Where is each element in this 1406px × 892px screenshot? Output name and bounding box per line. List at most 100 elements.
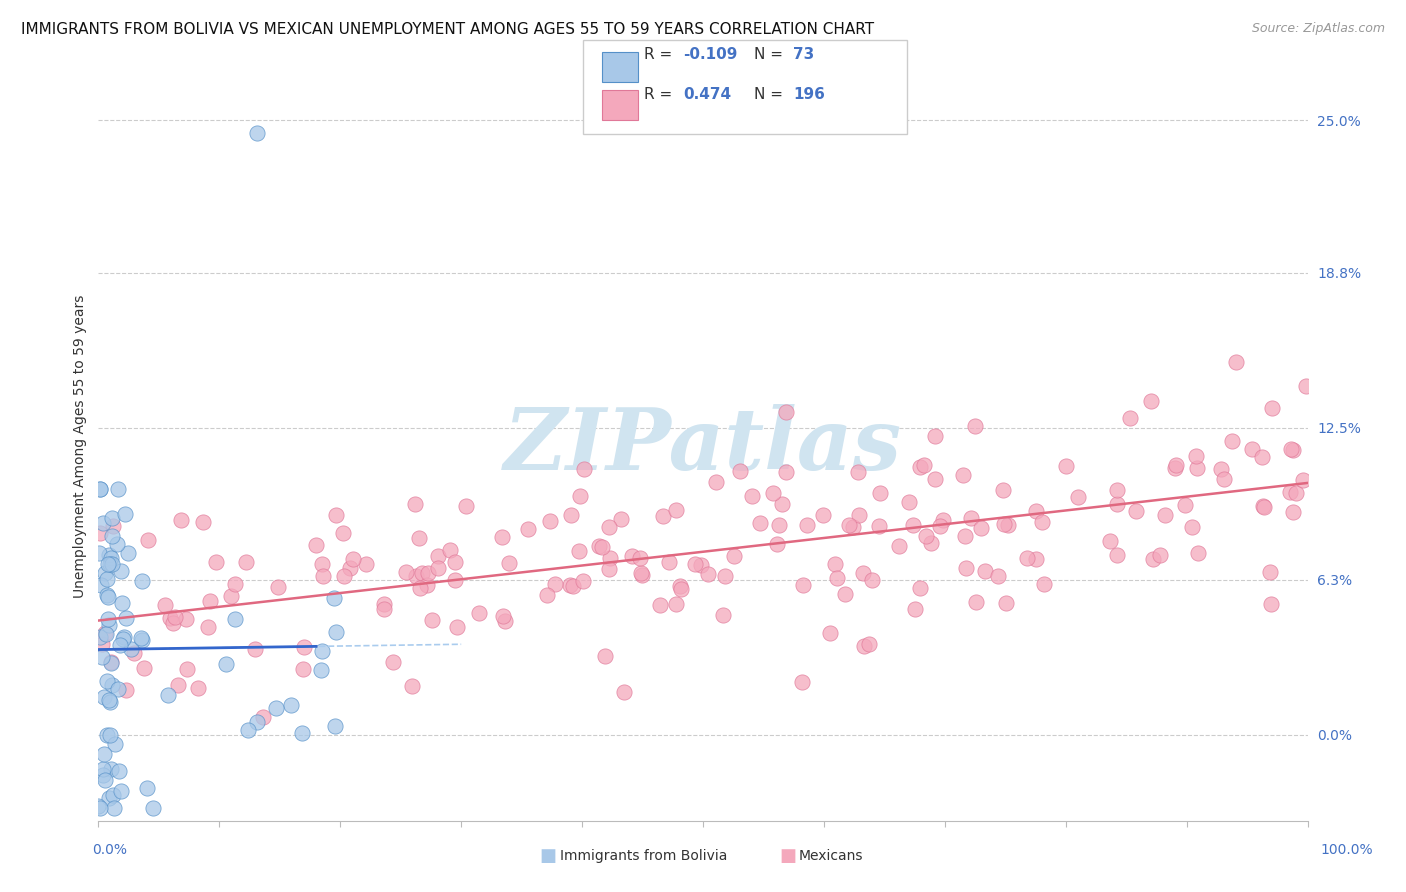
Point: [572, 462, 595, 476]
Point: [110, 565, 132, 579]
Point: [811, 508, 834, 522]
Point: [100, 655, 122, 669]
Point: [572, 574, 595, 588]
Point: [93, 747, 115, 761]
Point: [111, 596, 134, 610]
Point: [98, 695, 121, 709]
Point: [395, 565, 418, 579]
Point: [97, 590, 120, 604]
Text: N =: N =: [754, 87, 787, 102]
Point: [1281, 443, 1303, 458]
Point: [153, 599, 176, 613]
Text: R =: R =: [644, 87, 678, 102]
Point: [494, 614, 516, 628]
Point: [1187, 461, 1209, 475]
Point: [1241, 442, 1264, 456]
Point: [107, 682, 129, 697]
Point: [965, 418, 987, 433]
Point: [291, 726, 314, 740]
Point: [219, 590, 242, 604]
Point: [167, 678, 190, 692]
Point: [1285, 486, 1308, 500]
Point: [422, 613, 444, 627]
Point: [741, 489, 763, 503]
Point: [169, 513, 191, 527]
Point: [333, 569, 356, 583]
Text: ■: ■: [540, 847, 557, 865]
Point: [1164, 460, 1187, 475]
Text: 0.0%: 0.0%: [93, 843, 127, 857]
Point: [1279, 484, 1302, 499]
Point: [120, 642, 142, 657]
Point: [101, 510, 124, 524]
Point: [728, 464, 751, 478]
Point: [914, 528, 936, 542]
Point: [93, 566, 115, 581]
Point: [696, 567, 718, 582]
Point: [110, 783, 132, 797]
Point: [443, 556, 465, 570]
Point: [959, 511, 981, 525]
Point: [908, 459, 931, 474]
Point: [714, 568, 737, 582]
Point: [98, 618, 121, 632]
Point: [373, 598, 395, 612]
Point: [252, 709, 274, 723]
Point: [1153, 508, 1175, 522]
Point: [91, 762, 114, 776]
Point: [609, 512, 631, 526]
Point: [305, 538, 328, 552]
Point: [838, 517, 860, 532]
Point: [89, 482, 111, 496]
Point: [1107, 483, 1129, 497]
Point: [993, 483, 1015, 497]
Y-axis label: Unemployment Among Ages 55 to 59 years: Unemployment Among Ages 55 to 59 years: [73, 294, 87, 598]
Point: [852, 639, 875, 653]
Point: [136, 781, 159, 796]
Point: [929, 519, 952, 533]
Point: [1105, 548, 1128, 562]
Point: [103, 519, 125, 533]
Text: 73: 73: [793, 47, 814, 62]
Point: [904, 602, 927, 616]
Point: [280, 698, 302, 713]
Point: [630, 566, 652, 581]
Point: [920, 535, 942, 549]
Point: [267, 580, 290, 594]
Point: [858, 637, 880, 651]
Point: [115, 611, 138, 625]
Text: Source: ZipAtlas.com: Source: ZipAtlas.com: [1251, 22, 1385, 36]
Point: [1107, 496, 1129, 510]
Point: [165, 610, 187, 624]
Point: [1251, 499, 1274, 513]
Point: [323, 719, 346, 733]
Point: [993, 517, 1015, 532]
Point: [409, 581, 432, 595]
Point: [427, 549, 450, 564]
Point: [246, 715, 269, 730]
Point: [932, 512, 955, 526]
Point: [100, 656, 122, 670]
Point: [405, 569, 427, 583]
Point: [104, 737, 127, 751]
Point: [1140, 393, 1163, 408]
Point: [96, 728, 118, 742]
Point: [245, 641, 267, 656]
Point: [910, 582, 932, 596]
Point: [159, 610, 181, 624]
Point: [591, 541, 613, 555]
Point: [560, 508, 582, 522]
Point: [1281, 505, 1303, 519]
Point: [401, 679, 423, 693]
Point: [887, 539, 910, 553]
Point: [997, 518, 1019, 533]
Point: [1164, 458, 1187, 472]
Point: [1279, 442, 1302, 456]
Point: [1015, 550, 1038, 565]
Point: [711, 608, 734, 623]
Point: [100, 762, 122, 776]
Point: [599, 550, 621, 565]
Point: [598, 562, 620, 576]
Point: [818, 626, 841, 640]
Point: [89, 526, 111, 541]
